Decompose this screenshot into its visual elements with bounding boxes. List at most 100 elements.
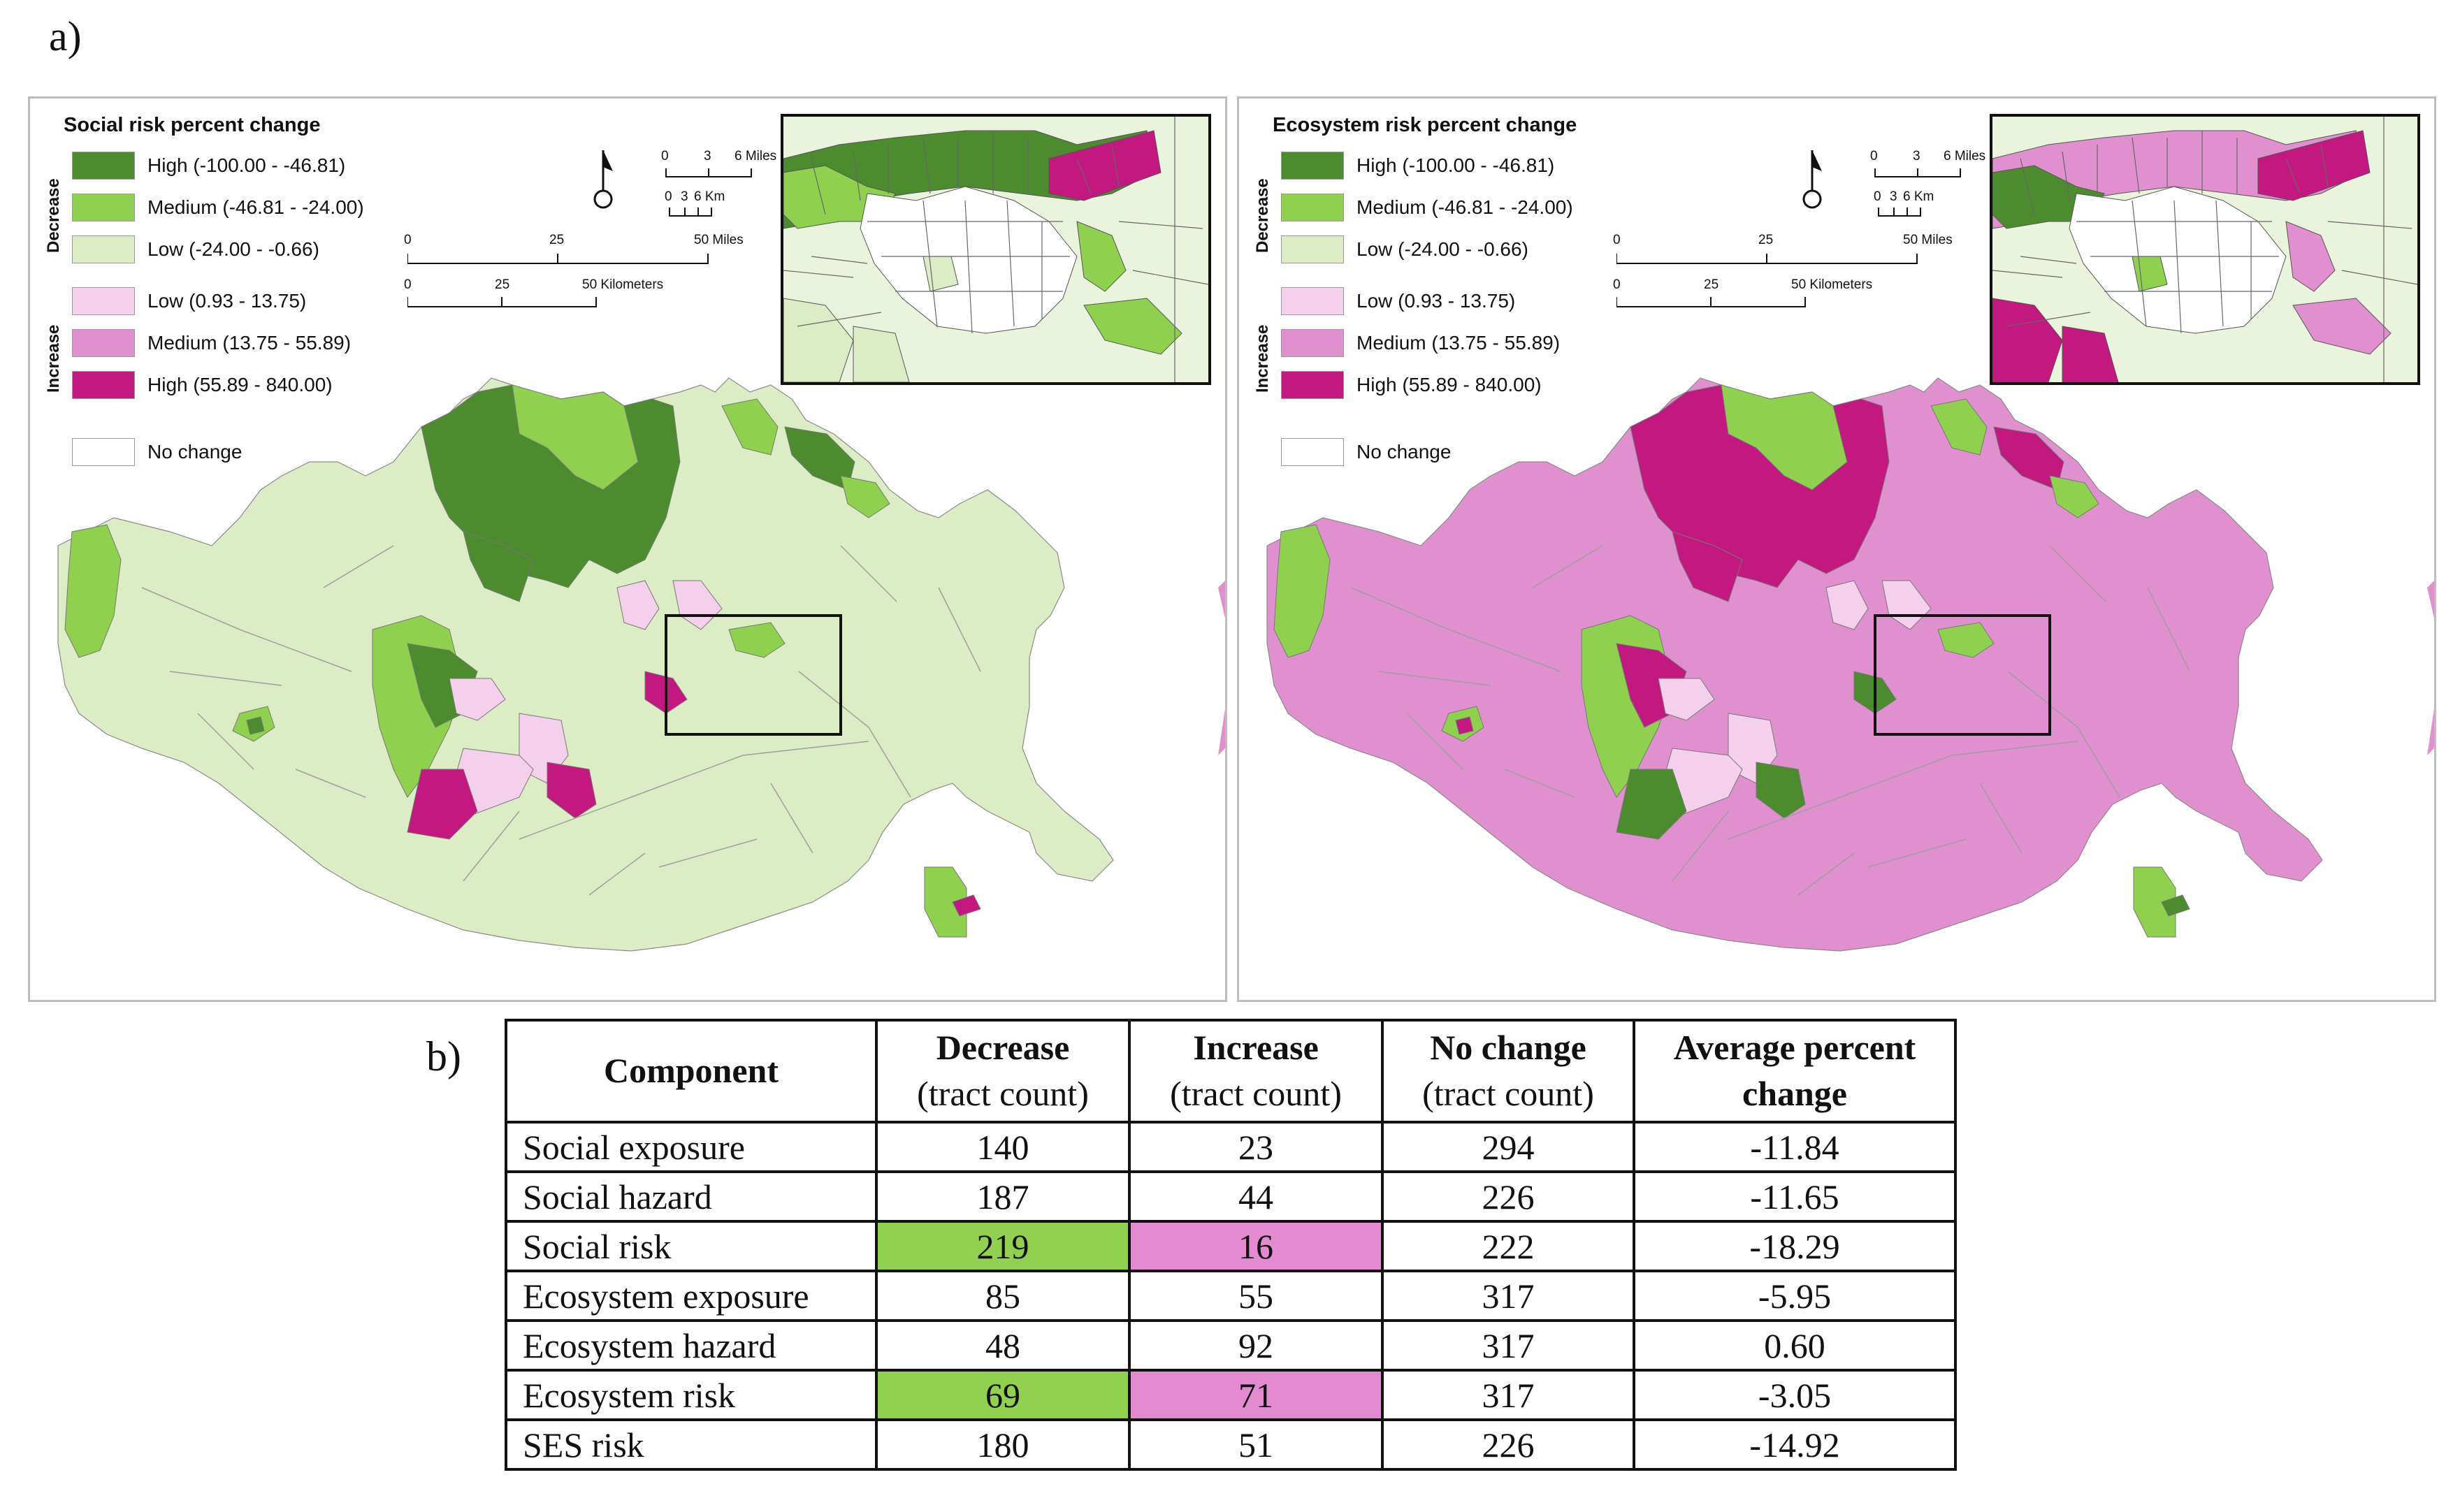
header-sub: (tract count) xyxy=(917,1074,1089,1113)
no-change-cell: 317 xyxy=(1381,1270,1635,1322)
legend-label: High (55.89 - 840.00) xyxy=(1356,374,1542,395)
legend-row: High (-100.00 - -46.81) xyxy=(72,150,345,181)
legend-title: Ecosystem risk percent change xyxy=(1273,114,1577,136)
scale-bars: 0 3 6 Miles 0 3 6 Km 0 25 50 Miles 0 25 … xyxy=(1613,119,2008,385)
scale-label: 25 xyxy=(1758,233,1774,247)
scale-label: 0 xyxy=(665,189,672,204)
scale-label: 0 xyxy=(1870,149,1878,163)
average-cell: -14.92 xyxy=(1633,1418,1957,1471)
social-region xyxy=(57,377,1225,952)
decrease-cell: 48 xyxy=(875,1319,1131,1372)
no-change-cell: 294 xyxy=(1381,1121,1635,1173)
decrease-cell: 180 xyxy=(875,1418,1131,1471)
table-body: Social exposure 140 23 294 -11.84 Social haza… xyxy=(505,1121,1957,1471)
average-cell: 0.60 xyxy=(1633,1319,1957,1372)
legend-swatch xyxy=(1281,287,1344,315)
header-title: Decrease xyxy=(936,1028,1070,1067)
inset-graphic xyxy=(783,117,1208,382)
average-cell: -18.29 xyxy=(1633,1220,1957,1272)
increase-cell: 92 xyxy=(1128,1319,1384,1372)
legend-row: Medium (-46.81 - -24.00) xyxy=(1281,192,1573,223)
scale-label: 0 xyxy=(1874,189,1881,204)
table-row: Ecosystem risk 69 71 317 -3.05 xyxy=(505,1369,1957,1421)
legend-label: Low (0.93 - 13.75) xyxy=(147,290,307,312)
no-change-cell: 317 xyxy=(1381,1369,1635,1421)
legend-swatch xyxy=(72,287,135,315)
legend-label: High (55.89 - 840.00) xyxy=(147,374,333,395)
legend-swatch xyxy=(72,371,135,399)
component-cell: SES risk xyxy=(505,1418,878,1471)
table-row: Social hazard 187 44 226 -11.65 xyxy=(505,1170,1957,1223)
scale-label: 3 xyxy=(681,189,688,204)
legend-label: Medium (13.75 - 55.89) xyxy=(147,332,352,354)
average-cell: -11.84 xyxy=(1633,1121,1957,1173)
ecosystem-region xyxy=(1266,377,2434,952)
social-inset-map xyxy=(781,114,1211,385)
table-row: SES risk 180 51 226 -14.92 xyxy=(505,1418,1957,1471)
table-header-row: Component Decrease (tract count) Increase… xyxy=(505,1019,1957,1124)
average-cell: -3.05 xyxy=(1633,1369,1957,1421)
component-cell: Ecosystem risk xyxy=(505,1369,878,1421)
legend-decrease-label: Decrease xyxy=(44,178,63,254)
legend-row: High (-100.00 - -46.81) xyxy=(1281,150,1554,181)
scale-label: 50 Miles xyxy=(1903,233,1953,247)
component-cell: Social exposure xyxy=(505,1121,878,1173)
legend-label: Medium (-46.81 - -24.00) xyxy=(147,196,364,218)
legend-label: High (-100.00 - -46.81) xyxy=(1356,154,1555,176)
decrease-cell: 85 xyxy=(875,1270,1131,1322)
legend-row: High (55.89 - 840.00) xyxy=(72,370,333,400)
inset-graphic xyxy=(1992,117,2417,382)
scale-label: 6 Miles xyxy=(735,149,777,163)
average-cell: -11.65 xyxy=(1633,1170,1957,1223)
decrease-cell: 219 xyxy=(875,1220,1131,1272)
increase-cell: 16 xyxy=(1128,1220,1384,1272)
ecosystem-legend: Ecosystem risk percent change Decrease I… xyxy=(1253,108,1644,500)
scale-label: 3 xyxy=(1913,149,1920,163)
inset-locator-box xyxy=(665,614,842,736)
legend-increase-label: Increase xyxy=(44,324,63,393)
component-cell: Ecosystem hazard xyxy=(505,1319,878,1372)
component-cell: Social hazard xyxy=(505,1170,878,1223)
scale-label: 25 xyxy=(1704,277,1719,292)
scale-label: 6 Km xyxy=(694,189,725,204)
legend-swatch xyxy=(1281,371,1344,399)
scale-label: 6 Miles xyxy=(1944,149,1986,163)
legend-row: Low (-24.00 - -0.66) xyxy=(72,234,319,265)
legend-label: High (-100.00 - -46.81) xyxy=(147,154,346,176)
header-increase: Increase (tract count) xyxy=(1128,1019,1384,1124)
increase-cell: 71 xyxy=(1128,1369,1384,1421)
north-arrow-icon xyxy=(1616,150,1961,307)
header-title: Component xyxy=(603,1051,779,1090)
legend-row: No change xyxy=(1281,437,1451,467)
no-change-cell: 226 xyxy=(1381,1418,1635,1471)
scale-label: 25 xyxy=(495,277,510,292)
legend-row: Low (0.93 - 13.75) xyxy=(72,286,306,317)
social-legend: Social risk percent change Decrease Incr… xyxy=(44,108,435,500)
ecosystem-map-graphic xyxy=(1266,377,2434,952)
increase-cell: 44 xyxy=(1128,1170,1384,1223)
summary-table: Component Decrease (tract count) Increase… xyxy=(505,1019,1957,1471)
no-change-cell: 222 xyxy=(1381,1220,1635,1272)
header-sub: (tract count) xyxy=(1170,1074,1342,1113)
legend-label: Low (0.93 - 13.75) xyxy=(1356,290,1516,312)
legend-label: Low (-24.00 - -0.66) xyxy=(147,238,319,260)
header-no-change: No change (tract count) xyxy=(1381,1019,1635,1124)
legend-label: Low (-24.00 - -0.66) xyxy=(1356,238,1528,260)
header-decrease: Decrease (tract count) xyxy=(875,1019,1131,1124)
legend-row: Low (-24.00 - -0.66) xyxy=(1281,234,1528,265)
header-title: No change xyxy=(1430,1028,1586,1067)
legend-row: Medium (-46.81 - -24.00) xyxy=(72,192,364,223)
header-sub: (tract count) xyxy=(1422,1074,1594,1113)
component-cell: Social risk xyxy=(505,1220,878,1272)
panel-b-label: b) xyxy=(426,1033,461,1080)
scale-label: 0 xyxy=(1613,277,1621,292)
legend-swatch xyxy=(1281,235,1344,263)
scale-label: 50 Kilometers xyxy=(582,277,664,292)
inset-locator-box xyxy=(1874,614,2051,736)
table-row: Social exposure 140 23 294 -11.84 xyxy=(505,1121,1957,1173)
decrease-cell: 140 xyxy=(875,1121,1131,1173)
legend-swatch xyxy=(72,329,135,357)
scale-label: 0 xyxy=(404,233,412,247)
legend-row: High (55.89 - 840.00) xyxy=(1281,370,1542,400)
table-row: Ecosystem hazard 48 92 317 0.60 xyxy=(505,1319,1957,1372)
